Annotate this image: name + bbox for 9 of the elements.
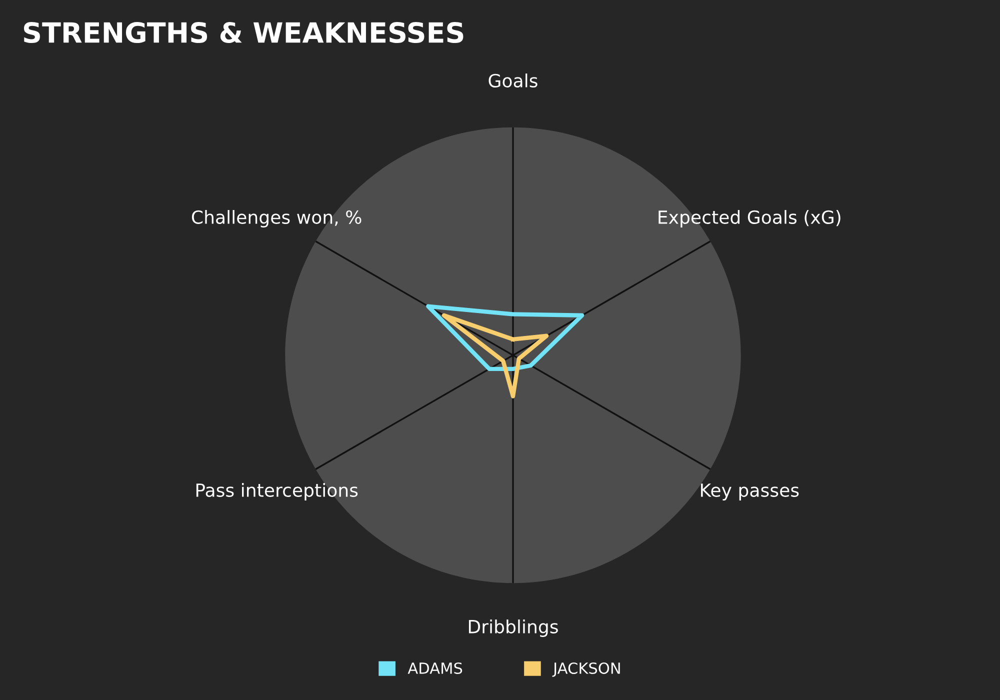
- legend-label: JACKSON: [552, 662, 620, 677]
- spoke-label: Key passes: [701, 484, 799, 500]
- spoke-label: Challenges won, %: [192, 210, 362, 228]
- spoke-label: Expected Goals (xG): [658, 210, 840, 228]
- legend-label: ADAMS: [408, 662, 462, 674]
- spoke-label: Dribblings: [468, 620, 558, 637]
- spoke-label: Pass interceptions: [196, 483, 358, 500]
- chart-title: STRENGTHS & WEAKNESSES: [24, 22, 464, 44]
- spoke-label: Goals: [488, 74, 538, 88]
